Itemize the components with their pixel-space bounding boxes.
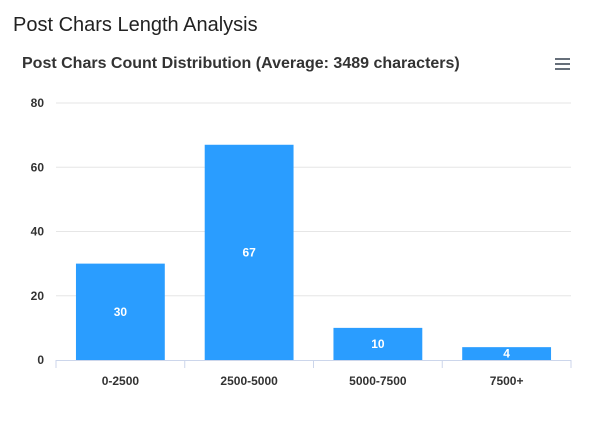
chart-title: Post Chars Count Distribution (Average: … — [22, 55, 460, 72]
data-label: 67 — [242, 245, 256, 259]
bar-5000-7500[interactable] — [333, 327, 423, 360]
y-tick-label: 20 — [31, 289, 45, 303]
bar-2500-5000[interactable] — [204, 144, 294, 360]
x-tick-label: 2500-5000 — [220, 374, 278, 388]
x-tick-label: 0-2500 — [102, 374, 140, 388]
bar-7500+[interactable] — [462, 347, 552, 360]
y-tick-label: 60 — [31, 160, 45, 174]
y-tick-label: 0 — [37, 353, 44, 367]
bar-0-2500[interactable] — [75, 263, 165, 360]
x-tick-label: 7500+ — [490, 374, 524, 388]
data-label: 30 — [114, 305, 128, 319]
page-title: Post Chars Length Analysis — [13, 14, 258, 36]
data-label: 4 — [503, 347, 510, 361]
x-tick-label: 5000-7500 — [349, 374, 407, 388]
y-tick-label: 80 — [31, 96, 45, 110]
data-label: 10 — [371, 337, 385, 351]
y-tick-label: 40 — [31, 225, 45, 239]
hamburger-menu-icon[interactable] — [552, 55, 572, 71]
